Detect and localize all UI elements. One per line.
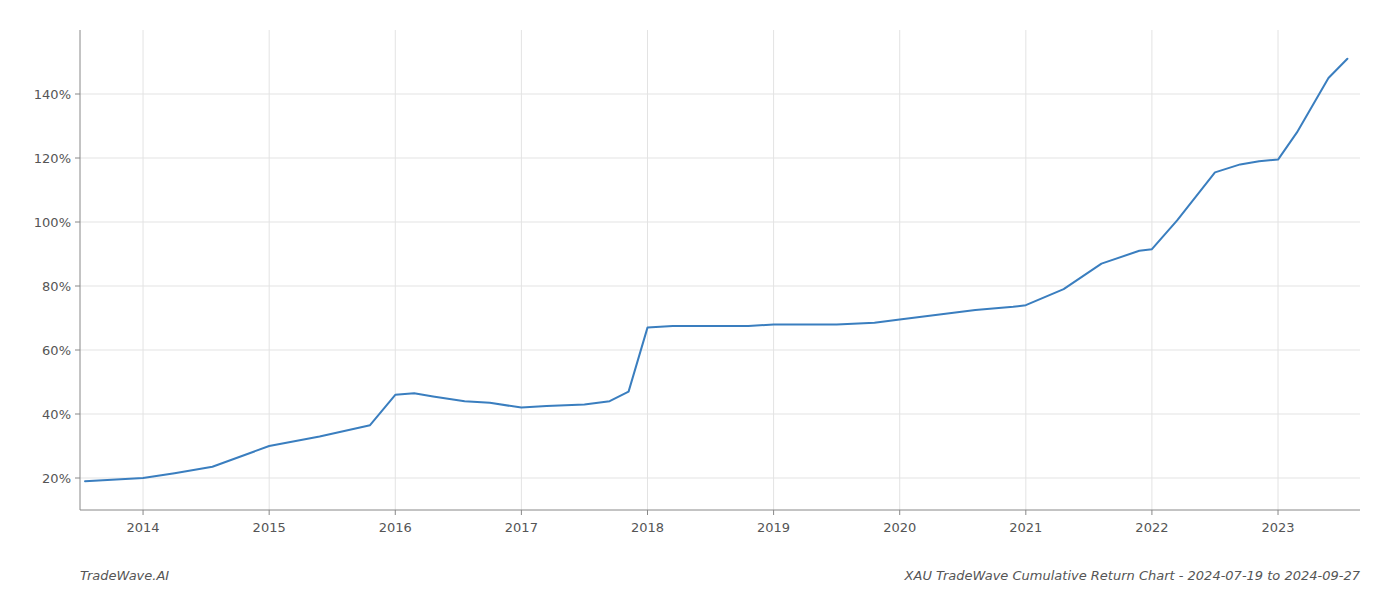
x-grid-line <box>773 30 774 510</box>
y-tick-label: 140% <box>34 87 71 102</box>
y-tick-label: 40% <box>42 407 71 422</box>
x-tick <box>773 510 774 515</box>
x-tick <box>269 510 270 515</box>
data-line <box>85 59 1347 481</box>
x-tick <box>395 510 396 515</box>
y-tick-label: 100% <box>34 215 71 230</box>
x-grid-line <box>1025 30 1026 510</box>
y-tick <box>75 94 80 95</box>
x-tick <box>1151 510 1152 515</box>
y-tick-label: 20% <box>42 471 71 486</box>
y-grid-line <box>80 222 1360 223</box>
x-tick <box>899 510 900 515</box>
x-grid-line <box>1151 30 1152 510</box>
x-grid-line <box>143 30 144 510</box>
x-tick-label: 2018 <box>631 520 664 535</box>
x-tick-label: 2022 <box>1135 520 1168 535</box>
y-grid-line <box>80 478 1360 479</box>
y-tick <box>75 222 80 223</box>
y-grid-line <box>80 350 1360 351</box>
chart: 2014 2015 2016 2017 2018 2019 2020 2021 2022 2023… <box>0 0 1400 600</box>
x-grid-line <box>899 30 900 510</box>
x-grid-line <box>1278 30 1279 510</box>
y-tick <box>75 286 80 287</box>
x-tick-label: 2019 <box>757 520 790 535</box>
x-tick <box>143 510 144 515</box>
grid <box>80 30 1360 510</box>
plot-area <box>85 59 1347 481</box>
x-tick-label: 2017 <box>505 520 538 535</box>
y-tick-label: 120% <box>34 151 71 166</box>
y-tick <box>75 350 80 351</box>
x-axis-line <box>80 510 1360 511</box>
y-grid-line <box>80 414 1360 415</box>
x-tick <box>1278 510 1279 515</box>
y-tick-label: 60% <box>42 343 71 358</box>
y-tick-label: 80% <box>42 279 71 294</box>
x-tick-label: 2014 <box>127 520 160 535</box>
x-tick-label: 2016 <box>379 520 412 535</box>
x-tick-label: 2021 <box>1009 520 1042 535</box>
x-tick-label: 2023 <box>1261 520 1294 535</box>
x-tick <box>1025 510 1026 515</box>
x-tick <box>647 510 648 515</box>
x-grid-line <box>647 30 648 510</box>
x-grid-line <box>269 30 270 510</box>
y-grid-line <box>80 286 1360 287</box>
watermark: TradeWave.AI <box>80 568 169 583</box>
y-tick <box>75 478 80 479</box>
y-tick <box>75 158 80 159</box>
x-tick-label: 2015 <box>253 520 286 535</box>
y-tick <box>75 414 80 415</box>
x-grid-line <box>395 30 396 510</box>
axes: 2014 2015 2016 2017 2018 2019 2020 2021 2022 2023… <box>34 30 1360 535</box>
x-grid-line <box>521 30 522 510</box>
y-grid-line <box>80 158 1360 159</box>
x-tick-label: 2020 <box>883 520 916 535</box>
title: XAU TradeWave Cumulative Return Chart - … <box>904 568 1361 583</box>
footer: TradeWave.AI XAU TradeWave Cumulative Ret… <box>80 568 1361 583</box>
y-axis-line <box>80 30 81 510</box>
y-grid-line <box>80 94 1360 95</box>
x-tick <box>521 510 522 515</box>
